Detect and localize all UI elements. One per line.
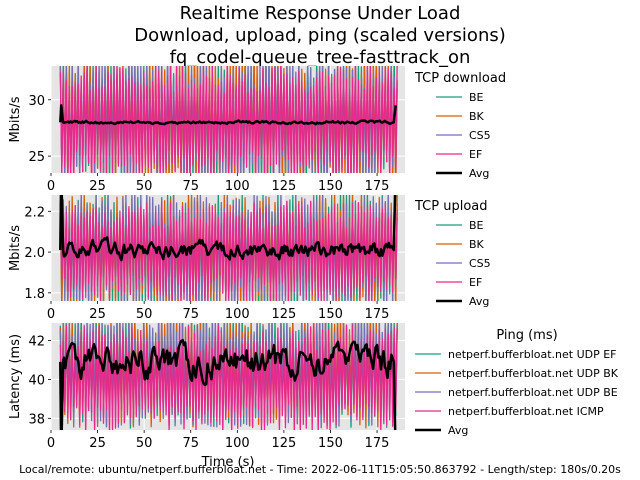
y-axis-label: Latency (ms) xyxy=(8,334,23,419)
legend-label: BK xyxy=(469,110,485,123)
x-tick-label: 150 xyxy=(318,307,343,322)
series-group-upload xyxy=(59,195,398,301)
legend-label: BE xyxy=(469,91,484,104)
x-tick-label: 125 xyxy=(271,179,296,194)
x-tick-label: 0 xyxy=(47,307,55,322)
series-avg-line xyxy=(59,195,397,262)
y-tick-label: 2.2 xyxy=(24,205,45,220)
legend-label: Avg xyxy=(448,424,468,437)
x-tick-label: 150 xyxy=(318,436,343,451)
legend-label: EF xyxy=(469,148,482,161)
x-tick-label: 175 xyxy=(365,307,390,322)
y-tick-label: 30 xyxy=(28,94,45,109)
x-tick-label: 100 xyxy=(225,307,250,322)
legend-label: Avg xyxy=(469,295,489,308)
y-tick-label: 40 xyxy=(28,373,45,388)
series-avg-line xyxy=(59,104,397,126)
x-tick-label: 25 xyxy=(89,179,106,194)
x-tick-label: 75 xyxy=(182,179,199,194)
series-ef-line xyxy=(59,66,398,173)
series-group-ping xyxy=(59,323,398,430)
legend-download: TCP download BE BK CS5 EF Avg xyxy=(414,71,506,180)
legend-label: netperf.bufferbloat.net UDP BK xyxy=(448,367,619,380)
legend-label: BE xyxy=(469,219,484,232)
y-tick-label: 38 xyxy=(28,412,45,427)
x-tick-label: 150 xyxy=(318,179,343,194)
legend-label: Avg xyxy=(469,167,489,180)
legend-label: EF xyxy=(469,276,482,289)
x-tick-label: 50 xyxy=(136,307,153,322)
y-tick-label: 25 xyxy=(28,150,45,165)
legend-upload: TCP upload BE BK CS5 EF Avg xyxy=(414,199,491,308)
x-tick-label: 0 xyxy=(47,436,55,451)
x-tick-label: 25 xyxy=(89,307,106,322)
legend-title: TCP download xyxy=(414,71,506,86)
chart-title-line-1: Realtime Response Under Load xyxy=(180,3,461,24)
x-tick-label: 75 xyxy=(182,436,199,451)
x-axis-label: Time (s) xyxy=(201,455,255,470)
legend-label: netperf.bufferbloat.net UDP BE xyxy=(448,386,618,399)
legend-label: CS5 xyxy=(469,257,491,270)
legend-label: CS5 xyxy=(469,129,491,142)
x-tick-label: 100 xyxy=(225,179,250,194)
panel-ping: 0 25 50 75 100 125 150 175 38 40 42 Latency (ms) Tim… xyxy=(8,323,619,470)
x-tick-label: 175 xyxy=(365,179,390,194)
x-tick-label: 100 xyxy=(225,436,250,451)
legend-label: BK xyxy=(469,238,485,251)
series-group-download xyxy=(59,66,398,173)
x-tick-label: 50 xyxy=(136,179,153,194)
legend-title: Ping (ms) xyxy=(496,328,557,343)
x-tick-label: 75 xyxy=(182,307,199,322)
chart-title-line-3: fq_codel-queue_tree-fasttrack_on xyxy=(170,47,471,68)
y-tick-label: 2.0 xyxy=(24,246,45,261)
legend-title: TCP upload xyxy=(414,199,488,214)
y-tick-label: 1.8 xyxy=(24,287,45,302)
legend-label: netperf.bufferbloat.net UDP EF xyxy=(448,348,617,361)
series-ef-line xyxy=(59,200,398,301)
y-tick-label: 42 xyxy=(28,335,45,350)
x-tick-label: 125 xyxy=(271,307,296,322)
chart-title-line-2: Download, upload, ping (scaled versions) xyxy=(134,25,506,46)
x-tick-label: 125 xyxy=(271,436,296,451)
x-tick-label: 25 xyxy=(89,436,106,451)
legend-label: netperf.bufferbloat.net ICMP xyxy=(448,405,604,418)
x-tick-label: 0 xyxy=(47,179,55,194)
y-axis-label: Mbits/s xyxy=(8,96,23,142)
x-tick-label: 50 xyxy=(136,436,153,451)
series-avg-line xyxy=(59,338,397,430)
y-axis-label: Mbits/s xyxy=(8,225,23,271)
chart-footer: Local/remote: ubuntu/netperf.bufferbloat… xyxy=(19,463,621,476)
x-tick-label: 175 xyxy=(365,436,390,451)
legend-ping: Ping (ms) netperf.bufferbloat.net UDP EF n… xyxy=(415,328,619,437)
